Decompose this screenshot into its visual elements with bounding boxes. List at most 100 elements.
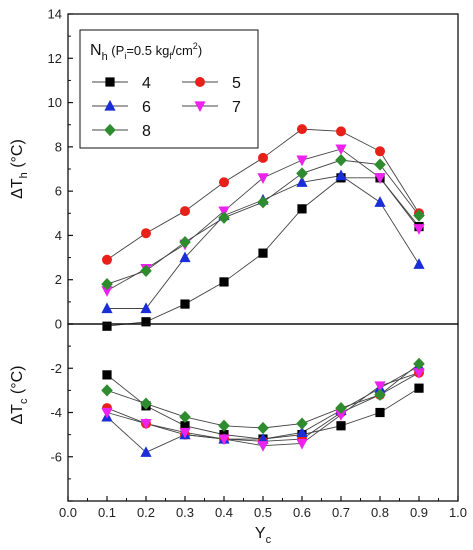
legend-marker-6 xyxy=(104,99,116,111)
xtick-label: 0.7 xyxy=(332,505,350,520)
legend-marker-8 xyxy=(104,123,116,137)
bottom-point-4 xyxy=(102,370,112,380)
top-point-8 xyxy=(257,196,269,209)
top-point-8 xyxy=(140,264,152,277)
top-point-8 xyxy=(413,209,425,222)
xtick-label: 1.0 xyxy=(449,505,467,520)
xlabel: Yc xyxy=(255,525,272,546)
top-point-7 xyxy=(374,173,386,184)
bottom-point-8 xyxy=(257,421,269,435)
top-point-5 xyxy=(219,177,229,188)
top-point-4 xyxy=(258,248,268,258)
top-point-8 xyxy=(179,235,191,249)
top-point-7 xyxy=(296,155,308,167)
top-point-7 xyxy=(101,286,113,297)
bottom-panel: -6 -4 -2 0.0 0.1 0.2 0.3 0.4 0.5 0.6 0.7 0.8 0.9 1.0 xyxy=(50,323,467,520)
legend-label-5: 5 xyxy=(232,75,241,92)
bottom-point-7 xyxy=(413,368,425,379)
top-point-6 xyxy=(335,169,347,181)
xtick-label: 0.6 xyxy=(293,505,311,520)
bottom-point-4 xyxy=(375,407,385,418)
top-ytick-label: 12 xyxy=(48,51,62,66)
bottom-point-8 xyxy=(140,397,152,410)
bottom-ytick-label: -2 xyxy=(50,361,62,376)
top-ytick-label: 10 xyxy=(48,95,62,110)
bottom-point-7 xyxy=(179,427,191,439)
top-point-5 xyxy=(141,228,151,239)
top-point-5 xyxy=(297,124,307,135)
legend-label-4: 4 xyxy=(142,75,151,92)
bottom-ytick-label: -4 xyxy=(50,405,62,420)
top-point-6 xyxy=(101,302,113,314)
xtick-label: 0.8 xyxy=(371,505,389,520)
top-panel: 0 2 4 6 8 10 12 14 xyxy=(48,7,459,332)
bottom-point-7 xyxy=(218,434,230,446)
top-point-6 xyxy=(296,176,308,187)
top-point-5 xyxy=(336,126,346,137)
bottom-point-8 xyxy=(413,357,425,370)
bottom-ytick-label: -6 xyxy=(50,449,62,464)
bottom-point-7 xyxy=(257,441,269,452)
top-point-4 xyxy=(297,204,307,214)
top-point-7 xyxy=(413,224,425,235)
bottom-point-4 xyxy=(336,421,346,431)
bottom-point-7 xyxy=(296,438,308,450)
xtick-label: 0.3 xyxy=(176,505,194,520)
legend-title: Nh (Pi=0.5 kgf/cm2) xyxy=(90,41,202,63)
bottom-point-7 xyxy=(101,407,113,419)
top-point-4 xyxy=(180,299,190,309)
top-series-line-7 xyxy=(106,148,420,292)
xtick-label: 0.1 xyxy=(98,505,116,520)
bottom-ylabel: ΔTc (°C) xyxy=(9,365,30,424)
top-point-4 xyxy=(102,321,112,331)
top-ylabel: ΔTh (°C) xyxy=(9,139,30,199)
top-point-7 xyxy=(335,144,347,156)
legend: Nh (Pi=0.5 kgf/cm2) 4 5 6 7 8 xyxy=(79,29,259,149)
top-ytick-label: 14 xyxy=(48,7,62,22)
xtick-label: 0.5 xyxy=(254,505,272,520)
xtick-label: 0.2 xyxy=(137,505,155,520)
bottom-point-8 xyxy=(374,388,386,401)
bottom-point-6 xyxy=(140,446,152,457)
legend-marker-4 xyxy=(105,77,115,87)
top-point-5 xyxy=(102,254,112,265)
top-point-4 xyxy=(219,277,229,287)
bottom-point-6 xyxy=(257,432,269,444)
top-ytick-label: 2 xyxy=(55,272,62,287)
bottom-point-8 xyxy=(179,410,191,424)
xtick-label: 0.0 xyxy=(59,505,77,520)
top-point-8 xyxy=(335,154,347,167)
top-ytick-label: 0 xyxy=(55,317,62,332)
top-ytick-label: 8 xyxy=(55,139,62,154)
bottom-point-7 xyxy=(335,410,347,421)
bottom-point-8 xyxy=(335,401,347,415)
top-point-5 xyxy=(258,152,268,163)
bottom-point-7 xyxy=(374,381,386,393)
top-point-8 xyxy=(296,167,308,180)
xtick-label: 0.9 xyxy=(410,505,428,520)
bottom-series-line-8 xyxy=(106,363,420,429)
top-ytick-label: 6 xyxy=(55,184,62,199)
bottom-point-7 xyxy=(140,418,152,430)
top-point-5 xyxy=(375,146,385,157)
top-point-6 xyxy=(374,196,386,207)
axis-labels: ΔTh (°C) ΔTc (°C) Yc xyxy=(9,139,272,546)
top-point-6 xyxy=(140,302,152,314)
legend-marker-5 xyxy=(195,77,205,87)
bottom-point-8 xyxy=(296,417,308,430)
legend-marker-7 xyxy=(194,101,206,113)
legend-label-6: 6 xyxy=(142,99,151,116)
bottom-point-8 xyxy=(218,419,230,432)
top-point-5 xyxy=(180,206,190,217)
top-point-8 xyxy=(218,211,230,224)
top-point-6 xyxy=(179,251,191,263)
bottom-plot-frame xyxy=(67,323,459,502)
bottom-point-4 xyxy=(414,383,424,393)
top-point-8 xyxy=(374,158,386,171)
top-point-6 xyxy=(413,258,425,269)
bottom-point-8 xyxy=(101,384,113,397)
top-ytick-label: 4 xyxy=(55,228,62,243)
bottom-point-6 xyxy=(296,426,308,438)
legend-label-8: 8 xyxy=(142,123,151,140)
top-point-7 xyxy=(257,173,269,184)
